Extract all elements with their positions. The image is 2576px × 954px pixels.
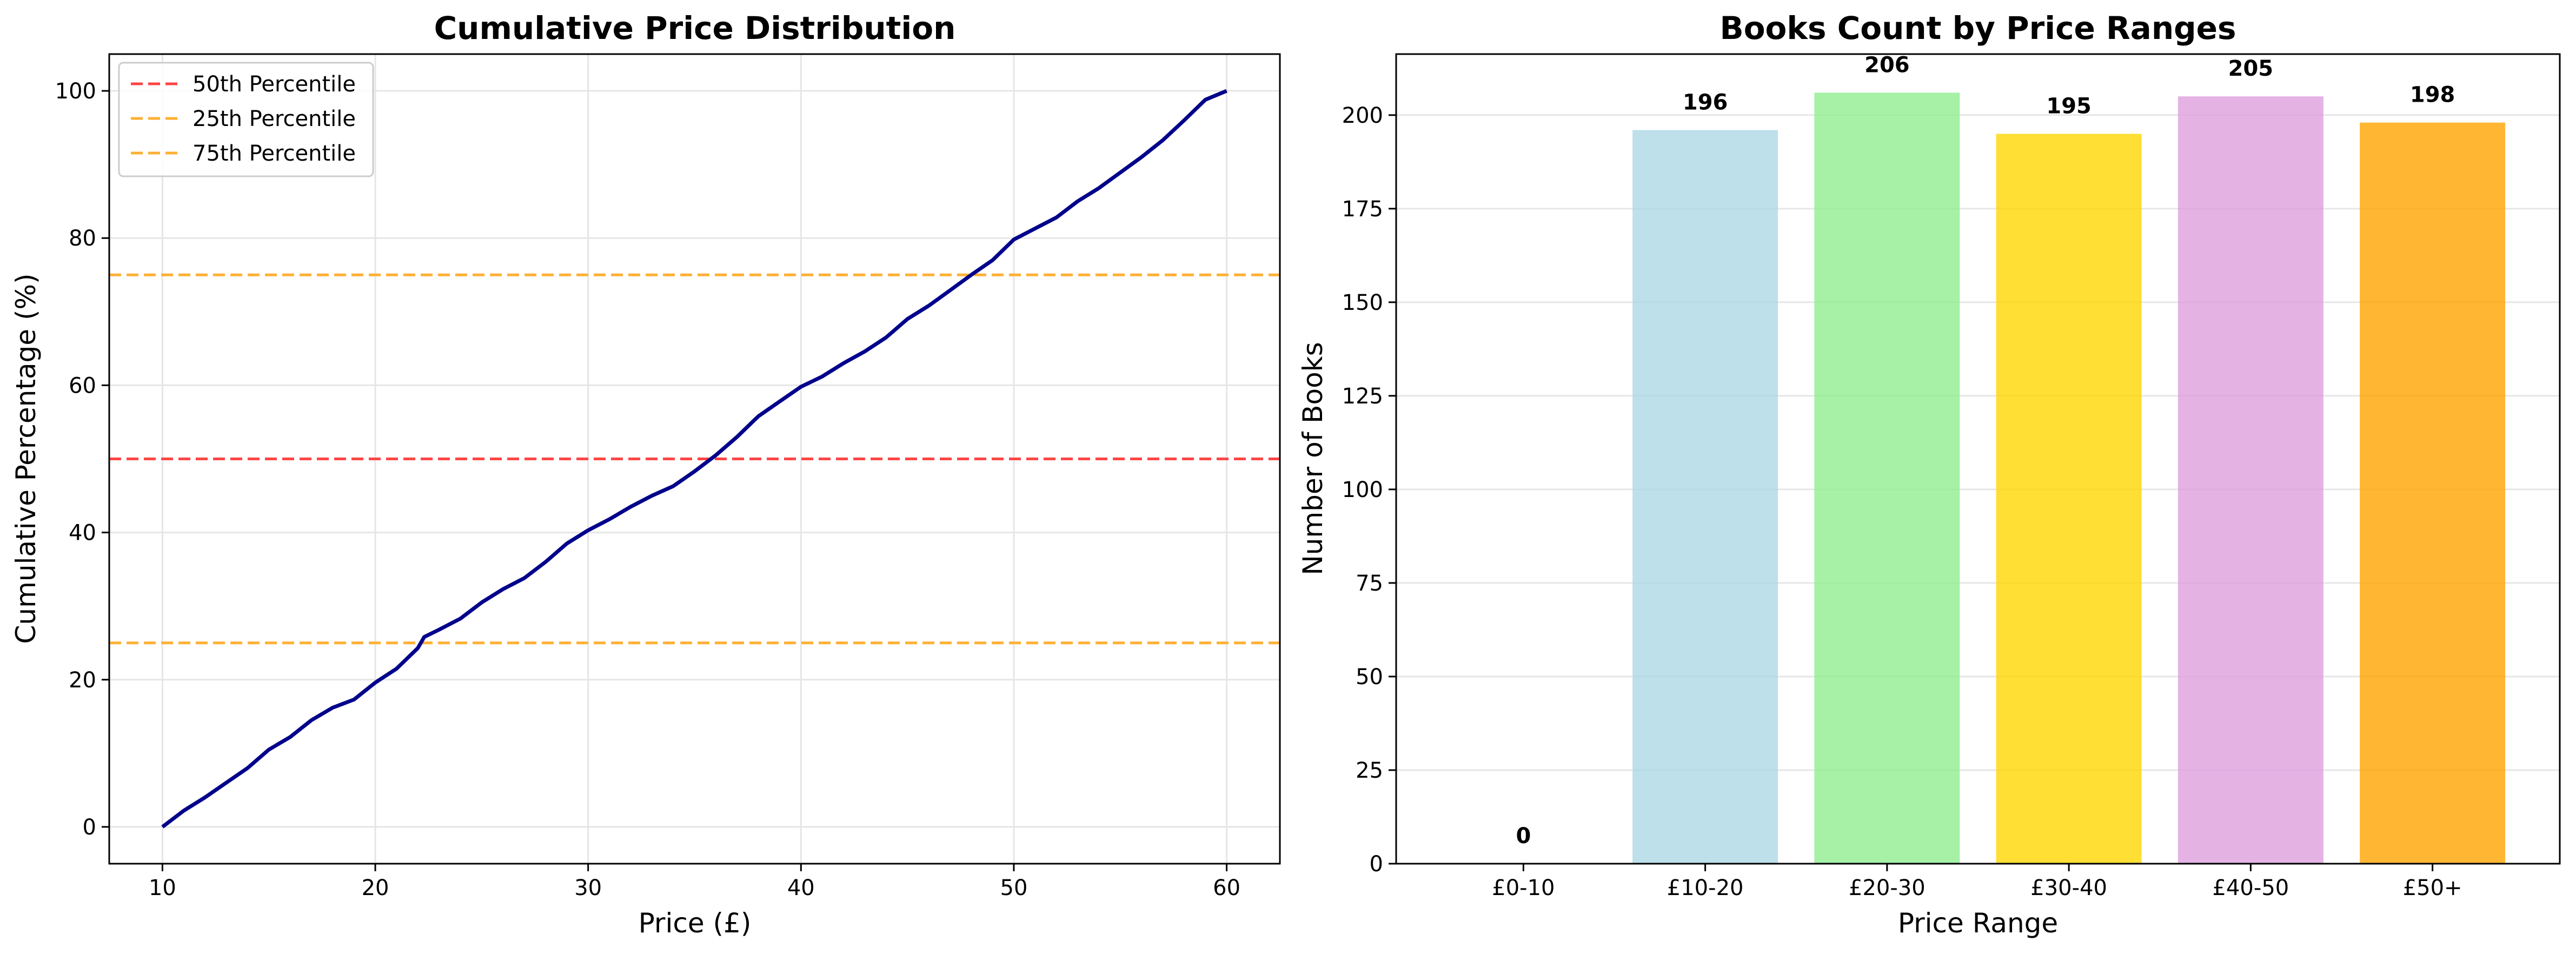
legend-entries: 50th Percentile 25th Percentile 75th Perce… [131, 72, 356, 166]
legend-box [118, 62, 374, 177]
right-plot-frame [1395, 53, 2561, 865]
left-y-tick-label: 20 [69, 668, 96, 693]
right-x-tick-label: £50+ [2403, 876, 2462, 900]
right-x-axis-label: Price Range [1898, 907, 2058, 939]
cumulative-line [161, 89, 1227, 829]
right-chart-title: Books Count by Price Ranges [1720, 10, 2236, 47]
left-x-tick-label: 60 [1213, 876, 1240, 900]
right-y-tick-label: 200 [1342, 103, 1383, 128]
left-x-ticks: 10 20 30 40 50 60 [149, 864, 1240, 900]
left-y-tick-label: 100 [55, 79, 96, 104]
right-x-tick-label: £30-40 [2030, 876, 2107, 900]
left-x-tick-label: 10 [149, 876, 176, 900]
right-y-tick-label: 75 [1356, 571, 1383, 596]
cumulative-chart: Cumulative Price Distribution 10 20 30 40 50… [10, 10, 1281, 939]
bar-value-label: 196 [1683, 90, 1728, 115]
left-y-tick-label: 0 [83, 815, 96, 840]
left-y-tick-label: 80 [69, 226, 96, 251]
left-x-tick-label: 30 [574, 876, 602, 900]
left-plot-frame [108, 53, 1281, 865]
bar [1996, 134, 2142, 864]
legend-label: 50th Percentile [192, 72, 356, 97]
left-y-tick-label: 40 [69, 521, 96, 546]
right-y-tick-label: 50 [1356, 665, 1383, 690]
left-x-tick-label: 20 [362, 876, 389, 900]
bar [1814, 92, 1960, 864]
left-y-axis-label: Cumulative Percentage (%) [10, 274, 42, 644]
bar-data-labels: 0 196 206 195 205 198 [1516, 52, 2455, 849]
right-y-tick-label: 0 [1370, 852, 1383, 877]
left-x-tick-label: 40 [787, 876, 815, 900]
right-x-tick-label: £10-20 [1667, 876, 1744, 900]
legend-label: 25th Percentile [192, 107, 356, 131]
right-x-tick-label: £20-30 [1849, 876, 1926, 900]
right-x-tick-label: £0-10 [1492, 876, 1555, 900]
right-y-ticks: 0 25 50 75 100 125 150 175 200 [1342, 103, 1396, 877]
right-y-tick-label: 175 [1342, 197, 1383, 222]
bar [1632, 130, 1778, 864]
bar [2177, 96, 2323, 864]
bar-value-label: 205 [2228, 56, 2274, 81]
legend-label: 75th Percentile [192, 141, 356, 166]
right-x-tick-label: £40-50 [2213, 876, 2289, 900]
left-x-tick-label: 50 [1000, 876, 1028, 900]
left-x-axis-label: Price (£) [639, 907, 752, 939]
bar-value-label: 0 [1516, 824, 1531, 849]
left-chart-title: Cumulative Price Distribution [434, 10, 956, 47]
right-y-tick-label: 125 [1342, 384, 1383, 409]
legend: 50th Percentile 25th Percentile 75th Perce… [118, 62, 374, 177]
left-y-ticks: 0 20 40 60 80 100 [55, 79, 109, 840]
right-y-tick-label: 100 [1342, 478, 1383, 502]
right-y-tick-label: 25 [1356, 758, 1383, 783]
bars [1632, 92, 2506, 864]
price-range-chart: Books Count by Price Ranges 0 196 206 195 20… [1297, 10, 2561, 939]
bar-value-label: 206 [1864, 52, 1910, 77]
bar-value-label: 198 [2410, 83, 2455, 108]
right-x-ticks: £0-10 £10-20 £20-30 £30-40 £40-50 £50+ [1492, 864, 2462, 900]
bar-value-label: 195 [2046, 94, 2092, 118]
left-hlines [109, 273, 1280, 645]
bar [2360, 122, 2506, 864]
right-y-axis-label: Number of Books [1297, 342, 1329, 575]
right-y-tick-label: 150 [1342, 290, 1383, 315]
left-y-tick-label: 60 [69, 373, 96, 398]
